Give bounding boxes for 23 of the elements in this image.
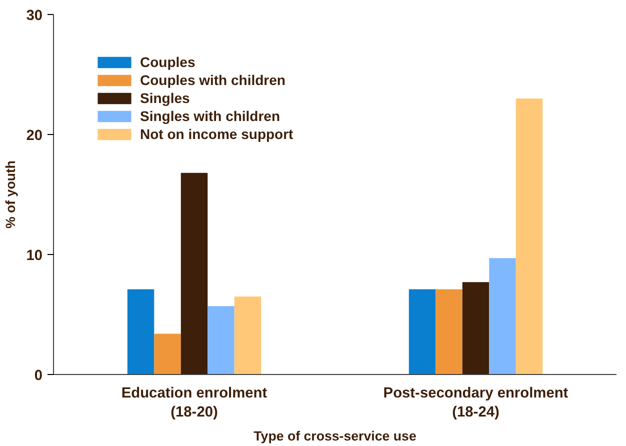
bar [436, 289, 462, 374]
legend-label: Singles [140, 90, 190, 106]
y-tick-label: 0 [34, 368, 43, 384]
y-tick-label: 20 [26, 128, 43, 144]
bar [208, 306, 234, 374]
bar [127, 289, 154, 374]
legend-label: Not on income support [140, 126, 294, 142]
bar [516, 98, 543, 374]
bar [234, 296, 262, 374]
y-tick-label: 10 [26, 248, 43, 264]
x-tick-label: Education enrolment (18-20) [121, 386, 268, 421]
bar [180, 172, 208, 374]
legend-label: Couples [140, 54, 196, 70]
x-tick-label: Post-secondary enrolment (18-24) [383, 386, 568, 421]
bar [462, 282, 490, 374]
x-axis-title: Type of cross-service use [254, 428, 416, 444]
legend-label: Singles with children [140, 108, 280, 124]
legend-label: Couples with children [140, 72, 286, 88]
y-axis-title: % of youth [3, 160, 18, 229]
bar [154, 334, 181, 374]
bar [489, 258, 516, 374]
bar [408, 289, 436, 374]
y-tick-label: 30 [26, 8, 43, 24]
